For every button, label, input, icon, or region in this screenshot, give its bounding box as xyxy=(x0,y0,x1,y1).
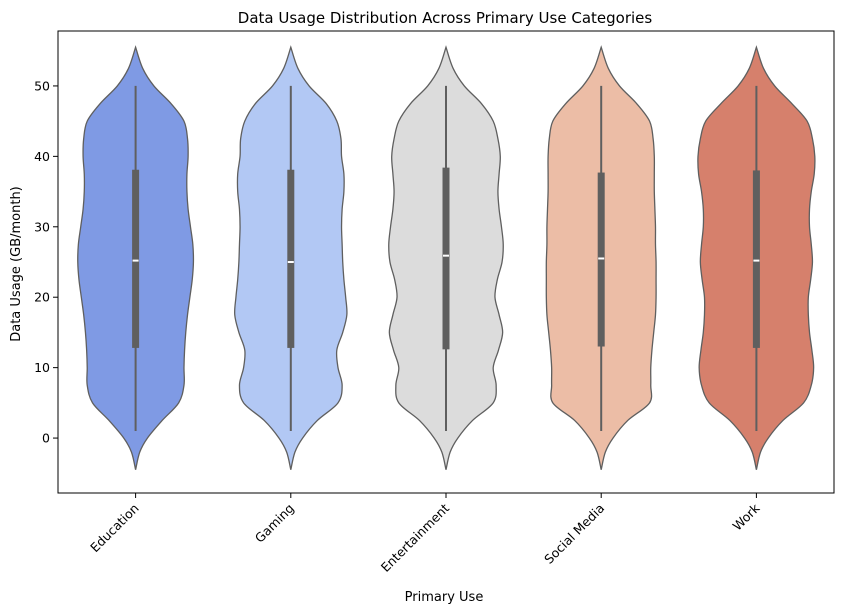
x-axis: Education Gaming Entertainment Social Media… xyxy=(87,493,763,575)
chart-title: Data Usage Distribution Across Primary U… xyxy=(238,9,653,27)
iqr-box xyxy=(132,169,140,348)
iqr-box xyxy=(752,170,760,348)
y-tick-label: 0 xyxy=(42,431,50,446)
violins-layer xyxy=(77,45,816,470)
x-tick-label: Gaming xyxy=(252,501,297,546)
y-tick-label: 10 xyxy=(34,360,50,375)
x-tick-label: Education xyxy=(87,501,142,556)
x-tick-label: Social Media xyxy=(541,501,607,567)
y-tick-label: 40 xyxy=(34,149,50,164)
iqr-box xyxy=(442,167,450,350)
x-axis-label: Primary Use xyxy=(405,590,484,605)
iqr-box xyxy=(597,172,605,347)
y-tick-label: 30 xyxy=(34,219,50,234)
y-axis: 0 10 20 30 40 50 xyxy=(34,78,58,446)
iqr-box xyxy=(287,169,295,348)
y-tick-label: 50 xyxy=(34,78,50,93)
x-tick-label: Entertainment xyxy=(378,500,452,574)
y-tick-label: 20 xyxy=(34,290,50,305)
y-axis-label: Data Usage (GB/month) xyxy=(9,186,24,342)
x-tick-label: Work xyxy=(730,500,764,534)
